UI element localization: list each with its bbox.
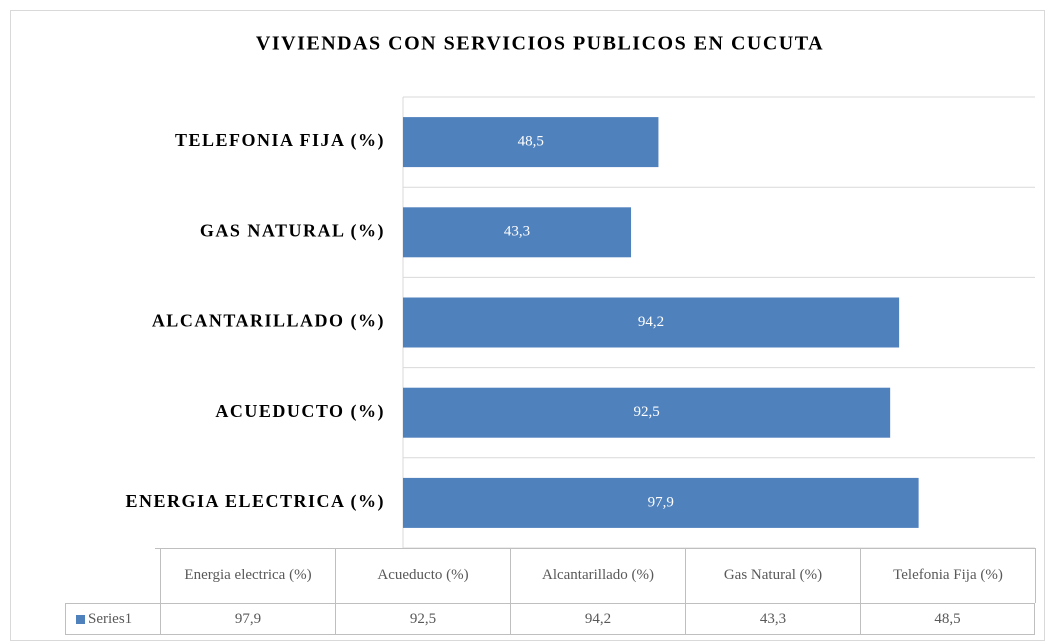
table-right-line — [1035, 548, 1036, 603]
legend-swatch — [76, 614, 85, 624]
bar — [403, 207, 632, 258]
bar — [403, 117, 659, 168]
table-value: 43,3 — [685, 603, 860, 635]
table-header: Acueducto (%) — [335, 548, 510, 603]
table-header: Gas Natural (%) — [685, 548, 860, 603]
table-top-line — [155, 548, 1035, 549]
table-header: Telefonia Fija (%) — [860, 548, 1035, 603]
table-value: 97,9 — [160, 603, 335, 635]
table-header: Alcantarillado (%) — [510, 548, 685, 603]
table-value: 48,5 — [860, 603, 1035, 635]
table-header: Energia electrica (%) — [160, 548, 335, 603]
bar — [403, 297, 900, 348]
y-tick-label: ACUEDUCTO (%) — [215, 401, 385, 422]
data-label: 43,3 — [504, 224, 530, 240]
data-label: 92,5 — [633, 404, 659, 420]
legend-label: Series1 — [88, 610, 133, 627]
table-value: 94,2 — [510, 603, 685, 635]
table-legend: Series1 — [65, 603, 160, 635]
y-tick-label: ALCANTARILLADO (%) — [152, 311, 385, 332]
data-label: 48,5 — [518, 134, 544, 150]
table-value: 92,5 — [335, 603, 510, 635]
y-tick-label: TELEFONIA FIJA (%) — [175, 130, 385, 151]
chart-title: VIVIENDAS CON SERVICIOS PUBLICOS EN CUCU… — [256, 33, 824, 55]
bar — [403, 387, 891, 438]
data-label: 97,9 — [648, 494, 674, 510]
data-label: 94,2 — [638, 314, 664, 330]
bar — [403, 477, 919, 528]
y-tick-label: ENERGIA ELECTRICA (%) — [125, 491, 385, 512]
y-tick-label: GAS NATURAL (%) — [200, 220, 385, 241]
